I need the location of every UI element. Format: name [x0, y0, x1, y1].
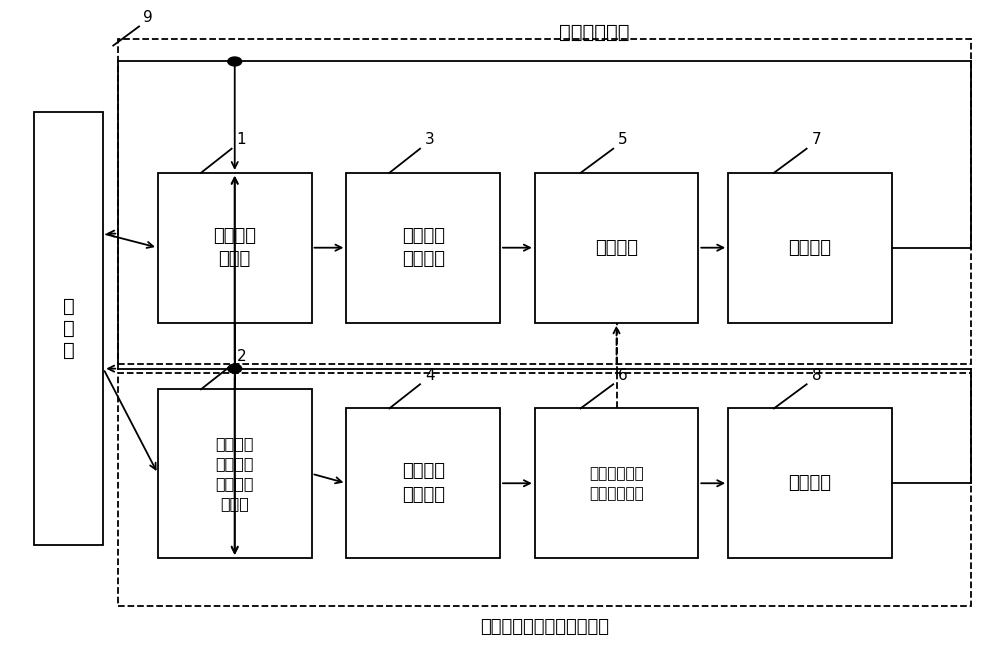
Text: 3: 3	[425, 132, 435, 148]
Text: 1: 1	[237, 132, 246, 148]
Circle shape	[228, 364, 242, 373]
Text: 9: 9	[143, 10, 153, 25]
Text: 直流电机
驱动器二: 直流电机 驱动器二	[402, 462, 445, 504]
Text: 舰载稳定平台: 舰载稳定平台	[559, 23, 629, 43]
Bar	[118, 39, 971, 364]
Bar	[118, 373, 971, 606]
Text: 5: 5	[618, 132, 628, 148]
Text: 操
作
台: 操 作 台	[63, 297, 75, 361]
Bar	[535, 173, 698, 322]
Bar	[346, 408, 500, 558]
Text: 传感器二: 传感器二	[788, 474, 831, 492]
Text: 船舶三自
由度运动
模拟装置
控制器: 船舶三自 由度运动 模拟装置 控制器	[215, 437, 254, 511]
Text: 船舶三自由度
运动模拟装置: 船舶三自由度 运动模拟装置	[589, 466, 644, 501]
Circle shape	[228, 57, 242, 66]
Text: 7: 7	[812, 132, 821, 148]
Bar	[34, 112, 103, 545]
Bar	[728, 408, 892, 558]
Text: 传感器一: 传感器一	[788, 239, 831, 257]
Text: 直流电机
驱动器一: 直流电机 驱动器一	[402, 227, 445, 268]
Text: 舰载平台
控制器: 舰载平台 控制器	[213, 227, 256, 268]
Bar	[535, 408, 698, 558]
Bar	[158, 173, 312, 322]
Text: 4: 4	[425, 368, 435, 383]
Text: 6: 6	[618, 368, 628, 383]
Text: 船舶三自由度运动仿真平台: 船舶三自由度运动仿真平台	[480, 618, 609, 636]
Bar	[346, 173, 500, 322]
Text: 2: 2	[237, 349, 246, 364]
Text: 8: 8	[812, 368, 821, 383]
Bar	[158, 390, 312, 558]
Bar	[728, 173, 892, 322]
Text: 舰载平台: 舰载平台	[595, 239, 638, 257]
